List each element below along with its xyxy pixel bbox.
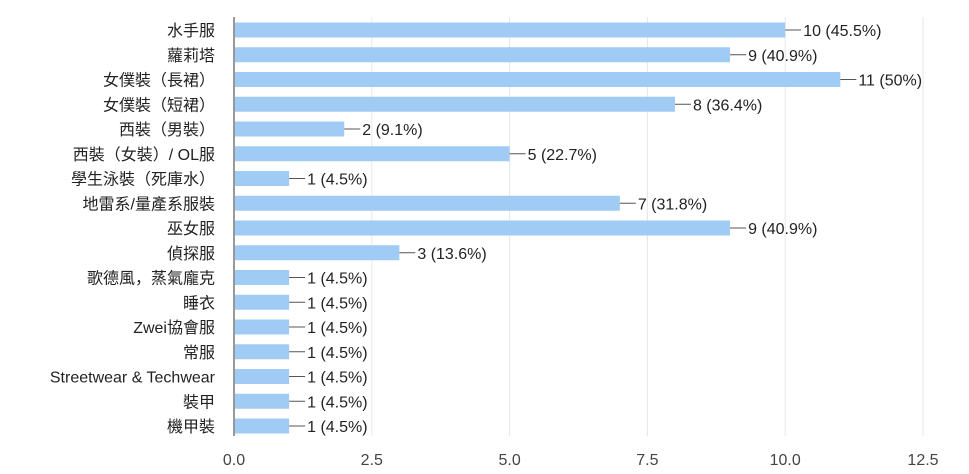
bars bbox=[235, 22, 841, 434]
data-label: 9 (40.9%) bbox=[748, 221, 817, 238]
bar bbox=[235, 393, 290, 409]
data-label: 1 (4.5%) bbox=[307, 295, 367, 312]
data-label: 3 (13.6%) bbox=[417, 246, 486, 263]
bar bbox=[235, 96, 675, 112]
category-label: 西裝（男裝） bbox=[119, 121, 215, 139]
category-label: 巫女服 bbox=[167, 219, 215, 238]
category-label: 蘿莉塔 bbox=[167, 47, 215, 65]
data-label: 8 (36.4%) bbox=[693, 97, 762, 114]
bar bbox=[235, 171, 290, 186]
category-label: 裝甲 bbox=[183, 393, 215, 411]
labels: 0.0 2.5 5.0 7.5 10.0 12.5 水手服 10 (45.5%) 蘿莉塔 9 (4… bbox=[50, 22, 939, 469]
category-label: Streetwear & Techwear bbox=[50, 370, 216, 387]
data-label: 1 (4.5%) bbox=[307, 394, 367, 411]
category-label: 偵探服 bbox=[167, 245, 215, 263]
data-label: 1 (4.5%) bbox=[307, 172, 367, 189]
x-tick-label: 5.0 bbox=[498, 452, 520, 469]
x-tick-label: 7.5 bbox=[636, 452, 658, 469]
bar bbox=[235, 121, 345, 137]
data-label: 1 (4.5%) bbox=[307, 345, 367, 362]
bar bbox=[235, 270, 290, 285]
bar bbox=[235, 47, 731, 63]
axes bbox=[233, 17, 857, 436]
data-label: 7 (31.8%) bbox=[638, 196, 707, 213]
category-label: 學生泳裝（死庫水） bbox=[71, 171, 215, 189]
data-label: 10 (45.5%) bbox=[803, 23, 881, 40]
data-label: 11 (50%) bbox=[858, 73, 922, 90]
data-label: 5 (22.7%) bbox=[528, 147, 597, 164]
bar bbox=[235, 294, 290, 310]
category-label: 女僕裝（短裙） bbox=[103, 95, 215, 114]
bar bbox=[235, 22, 786, 38]
category-label: 地雷系/量產系服裝 bbox=[83, 195, 215, 213]
bar bbox=[235, 195, 620, 211]
bar bbox=[235, 146, 510, 162]
bar bbox=[235, 72, 841, 87]
x-tick-label: 0.0 bbox=[223, 452, 245, 469]
data-label: 9 (40.9%) bbox=[748, 48, 817, 65]
bar bbox=[235, 220, 731, 236]
category-label: 水手服 bbox=[167, 22, 215, 40]
bar bbox=[235, 418, 290, 434]
data-label: 1 (4.5%) bbox=[307, 320, 367, 337]
x-tick-label: 12.5 bbox=[907, 452, 938, 469]
data-label: 1 (4.5%) bbox=[307, 271, 367, 288]
category-label: 歌德風，蒸氣龐克 bbox=[87, 270, 215, 288]
category-label: Zwei協會服 bbox=[133, 319, 215, 337]
category-label: 西裝（女裝）/ OL服 bbox=[73, 145, 215, 164]
data-label: 1 (4.5%) bbox=[307, 419, 367, 436]
bar bbox=[235, 344, 290, 360]
category-label: 常服 bbox=[183, 344, 215, 362]
bar bbox=[235, 369, 290, 384]
category-label: 睡衣 bbox=[183, 294, 215, 312]
x-tick-label: 2.5 bbox=[361, 452, 383, 469]
category-label: 機甲裝 bbox=[167, 418, 215, 436]
category-label: 女僕裝（長裙） bbox=[103, 71, 215, 90]
x-tick-label: 10.0 bbox=[770, 452, 801, 469]
data-label: 2 (9.1%) bbox=[362, 122, 422, 139]
data-label: 1 (4.5%) bbox=[307, 370, 367, 387]
bar bbox=[235, 319, 290, 335]
bar bbox=[235, 245, 400, 261]
